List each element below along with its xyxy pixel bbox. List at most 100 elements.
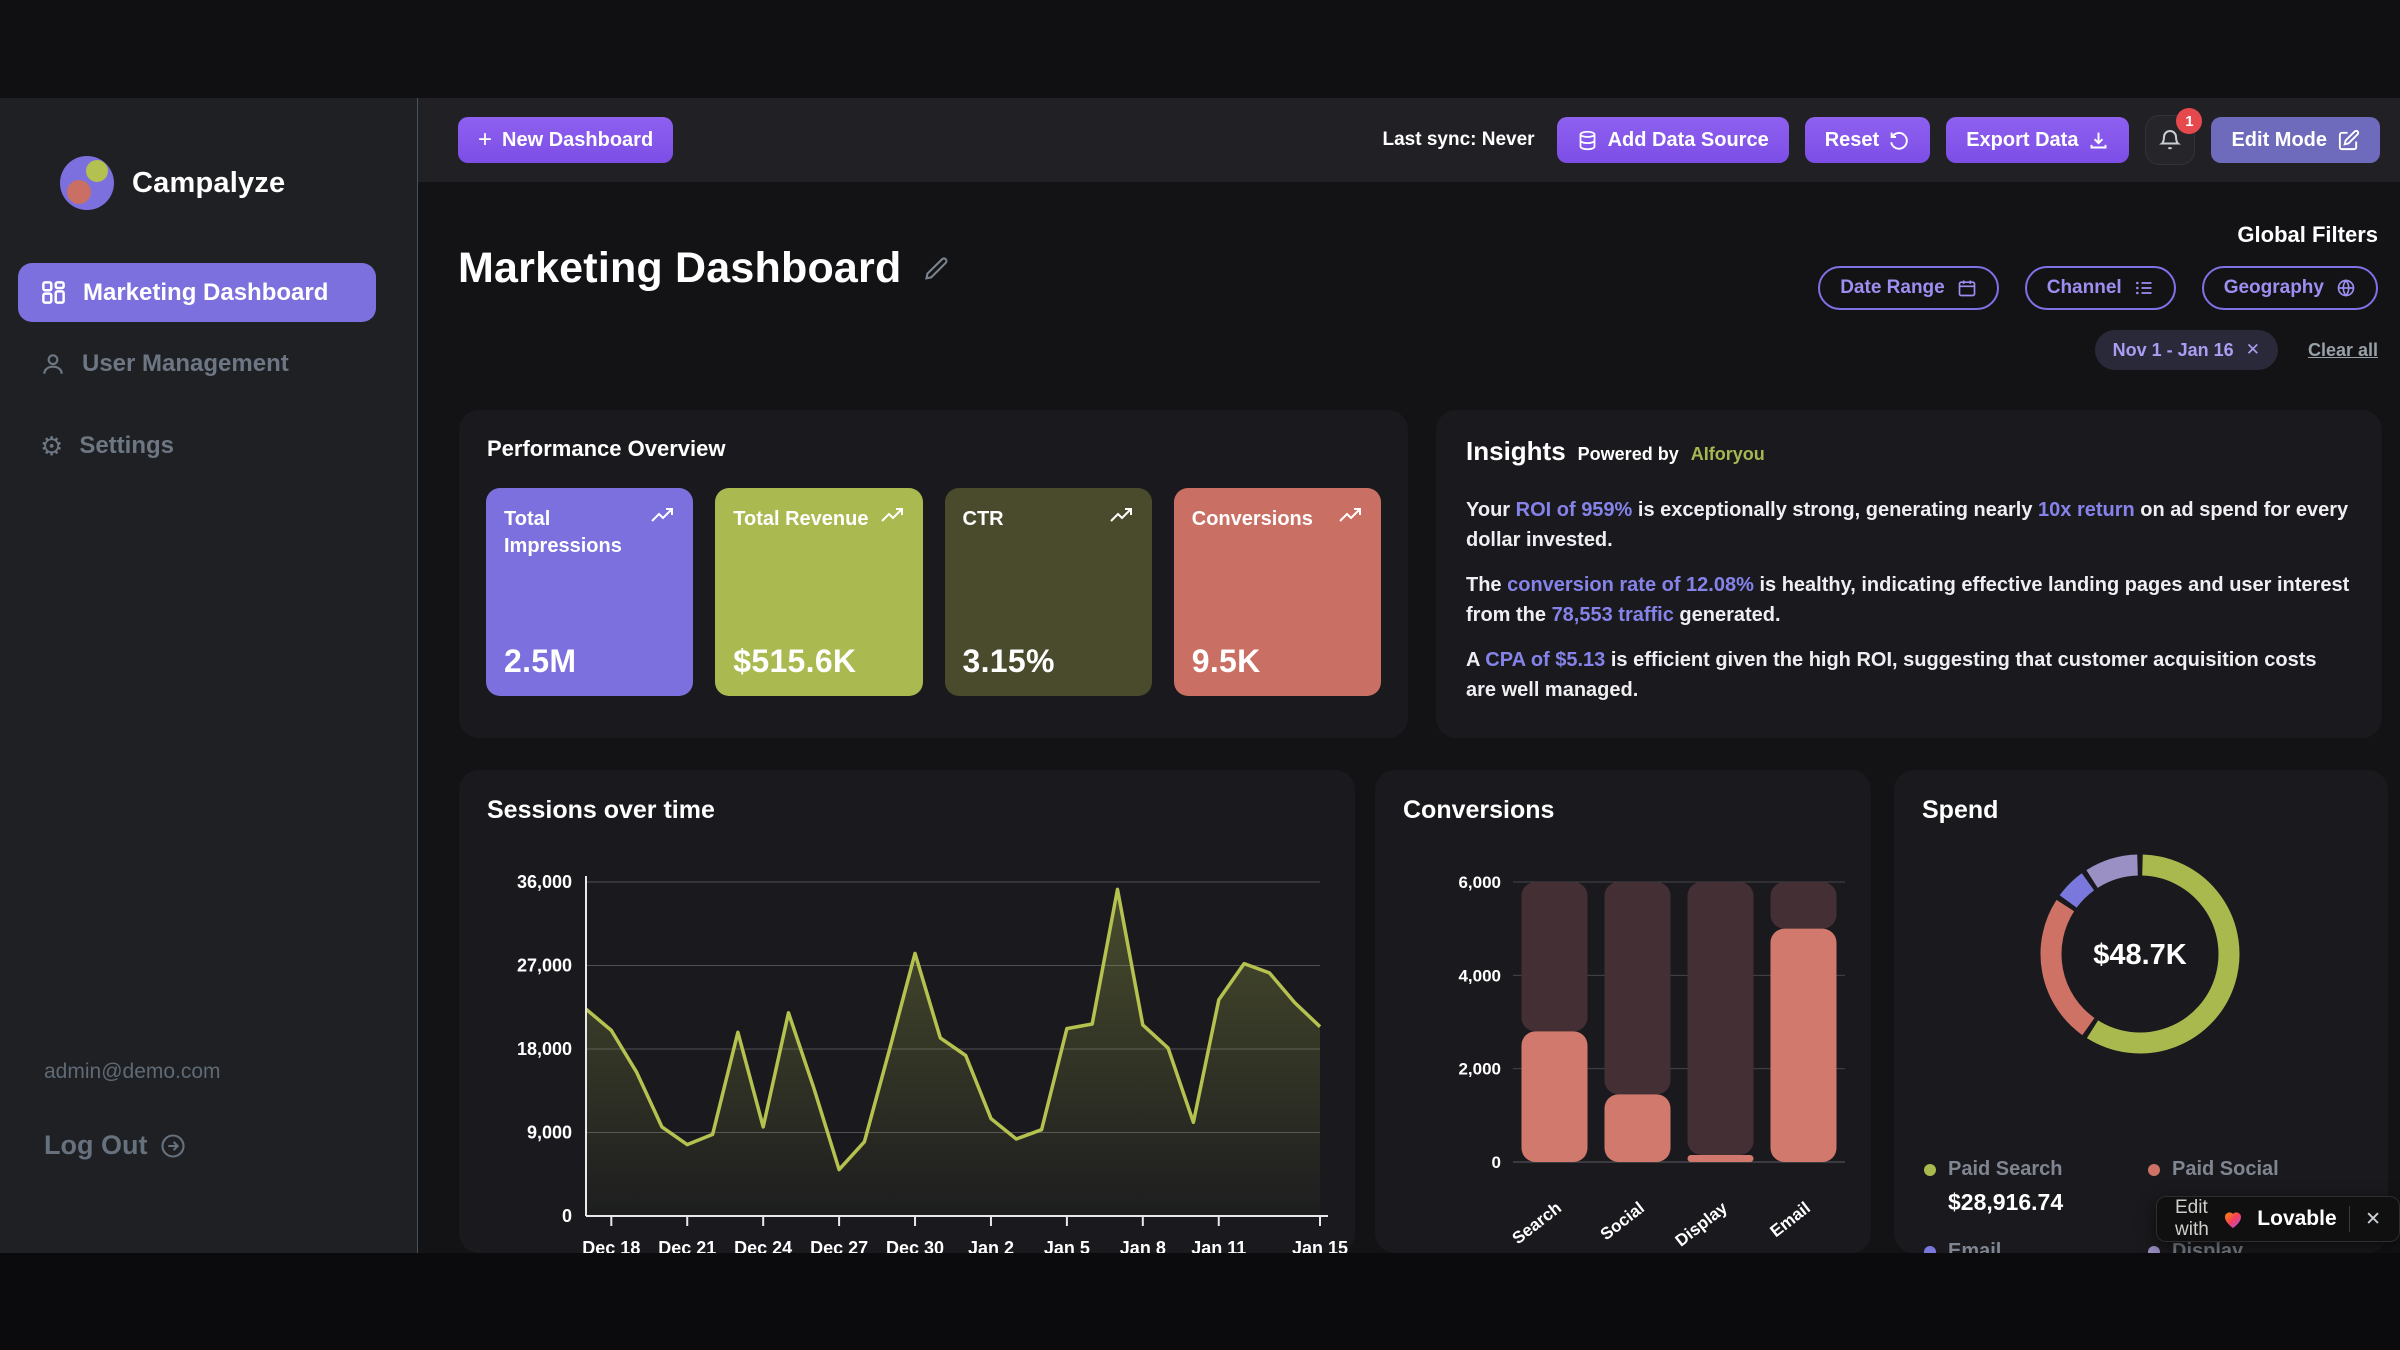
spend-chart-panel: Spend $48.7K Paid Search $28,916.74 Paid…	[1894, 770, 2388, 1262]
svg-text:6,000: 6,000	[1458, 873, 1501, 892]
main-content: Marketing Dashboard Global Filters Date …	[418, 182, 2400, 1262]
new-dashboard-button[interactable]: + New Dashboard	[458, 117, 674, 163]
legend-item-paid-social: Paid Social	[2148, 1158, 2372, 1216]
brand-logo-icon	[60, 156, 114, 210]
new-dashboard-label: New Dashboard	[502, 128, 654, 151]
panel-title: Performance Overview	[487, 436, 726, 461]
date-range-chip[interactable]: Nov 1 - Jan 16 ✕	[2094, 330, 2278, 370]
kpi-value: 3.15%	[962, 643, 1055, 679]
kpi-card-conversions[interactable]: Conversions 9.5K	[1173, 488, 1381, 696]
legend-dot	[2148, 1163, 2160, 1176]
kpi-label: CTR	[962, 508, 1004, 530]
page-title: Marketing Dashboard	[458, 244, 902, 292]
sidebar-item-label: User Management	[82, 350, 289, 377]
edit-with-lovable-badge[interactable]: Edit with Lovable ✕	[2156, 1196, 2400, 1242]
svg-text:Jan 5: Jan 5	[1044, 1238, 1090, 1253]
kpi-row: Total Impressions 2.5M Total Revenue $51…	[486, 488, 1381, 696]
panel-title: Sessions over time	[487, 796, 715, 824]
svg-text:Email: Email	[1767, 1198, 1814, 1241]
reset-rotate-icon	[1889, 130, 1910, 151]
export-data-button[interactable]: Export Data	[1946, 117, 2130, 163]
kpi-card-revenue[interactable]: Total Revenue $515.6K	[715, 488, 923, 696]
svg-text:Dec 21: Dec 21	[658, 1238, 716, 1253]
sessions-line-chart: 0 9,000 18,000 27,000 36,000 Dec 18 Dec 21 Dec …	[517, 872, 1348, 1253]
active-filters-row: Nov 1 - Jan 16 ✕ Clear all	[2094, 330, 2378, 370]
plus-icon: +	[478, 126, 493, 153]
bell-icon	[2158, 128, 2182, 152]
edit-mode-button[interactable]: Edit Mode	[2211, 117, 2380, 163]
kpi-label: Total Revenue	[733, 508, 869, 530]
kpi-label: Total Impressions	[504, 508, 622, 557]
list-icon	[2134, 278, 2154, 298]
last-sync-status: Last sync: Never	[1382, 129, 1535, 150]
dashboard-grid-icon	[40, 279, 67, 306]
spend-donut-chart: $48.7K	[2040, 854, 2240, 1054]
export-data-label: Export Data	[1966, 128, 2079, 151]
logo-dot-green	[86, 160, 108, 182]
svg-text:Dec 24: Dec 24	[734, 1238, 792, 1253]
svg-text:Display: Display	[1672, 1198, 1732, 1251]
svg-text:Jan 15: Jan 15	[1292, 1238, 1348, 1253]
legend-label: Paid Social	[2172, 1158, 2279, 1180]
sidebar-item-marketing-dashboard[interactable]: Marketing Dashboard	[18, 263, 376, 322]
filter-label: Date Range	[1840, 277, 1945, 298]
kpi-label: Conversions	[1191, 508, 1313, 530]
gear-icon: ⚙	[40, 431, 64, 461]
kpi-value: 9.5K	[1191, 643, 1261, 679]
insight-paragraph: Your ROI of 959% is exceptionally strong…	[1466, 499, 2349, 551]
kpi-card-impressions[interactable]: Total Impressions 2.5M	[486, 488, 694, 696]
svg-text:2,000: 2,000	[1458, 1060, 1501, 1079]
global-filters-label: Global Filters	[2237, 222, 2378, 247]
legend-value: $28,916.74	[1948, 1189, 2064, 1215]
database-icon	[1577, 130, 1598, 151]
lovable-heart-icon	[2221, 1207, 2245, 1231]
reset-button[interactable]: Reset	[1804, 117, 1931, 163]
close-icon[interactable]: ✕	[2365, 1208, 2382, 1230]
trending-up-icon	[1110, 508, 1132, 522]
date-range-filter-button[interactable]: Date Range	[1818, 266, 1999, 310]
logout-arrow-icon	[159, 1132, 187, 1160]
kpi-card-ctr[interactable]: CTR 3.15%	[944, 488, 1152, 696]
clear-all-link[interactable]: Clear all	[2307, 339, 2378, 360]
filter-label: Geography	[2223, 277, 2324, 298]
svg-text:0: 0	[1492, 1153, 1501, 1172]
logo-dot-red	[67, 180, 91, 204]
insights-title-row: Insights Powered by AIforyou	[1466, 436, 2352, 467]
notifications-button[interactable]: 1	[2145, 108, 2203, 165]
brand-name: Campalyze	[132, 166, 286, 199]
legend-label: Paid Search	[1948, 1158, 2063, 1180]
svg-text:Jan 11: Jan 11	[1191, 1238, 1246, 1253]
svg-text:Jan 2: Jan 2	[968, 1238, 1014, 1253]
top-strip	[0, 0, 2400, 98]
channel-filter-button[interactable]: Channel	[2024, 266, 2176, 310]
lovable-prefix: Edit with	[2175, 1197, 2209, 1240]
svg-text:$48.7K: $48.7K	[2093, 939, 2187, 971]
svg-text:Search: Search	[1509, 1198, 1565, 1248]
trending-up-icon	[1339, 508, 1361, 522]
sessions-chart-panel: Sessions over time 0 9,000 18,000 27,000 36,…	[459, 770, 1355, 1253]
provider-name: AIforyou	[1690, 444, 1765, 464]
insight-paragraphs: Your ROI of 959% is exceptionally strong…	[1466, 495, 2352, 705]
add-data-source-button[interactable]: Add Data Source	[1556, 117, 1789, 163]
sidebar: Campalyze Marketing Dashboard User Manag…	[0, 98, 418, 1253]
kpi-value: 2.5M	[504, 643, 577, 679]
insights-panel: Insights Powered by AIforyou Your ROI of…	[1436, 410, 2382, 738]
notification-badge: 1	[2176, 108, 2203, 134]
sidebar-item-settings[interactable]: ⚙ Settings	[40, 432, 174, 460]
edit-mode-label: Edit Mode	[2231, 128, 2327, 151]
page-title-row: Marketing Dashboard	[458, 244, 951, 293]
trending-up-icon	[651, 508, 674, 522]
globe-icon	[2336, 278, 2356, 298]
svg-text:9,000: 9,000	[527, 1123, 572, 1143]
logout-button[interactable]: Log Out	[44, 1130, 187, 1161]
title-edit-pencil-icon[interactable]	[923, 255, 951, 283]
toolbar: + New Dashboard Last sync: Never Add Dat…	[418, 98, 2400, 182]
chip-close-icon[interactable]: ✕	[2245, 340, 2260, 359]
bottom-strip	[0, 1253, 2400, 1350]
sidebar-item-user-management[interactable]: User Management	[40, 350, 289, 378]
svg-text:Social: Social	[1597, 1198, 1648, 1244]
powered-by-label: Powered by	[1577, 444, 1679, 464]
geography-filter-button[interactable]: Geography	[2201, 266, 2378, 310]
trending-up-icon	[880, 508, 903, 522]
